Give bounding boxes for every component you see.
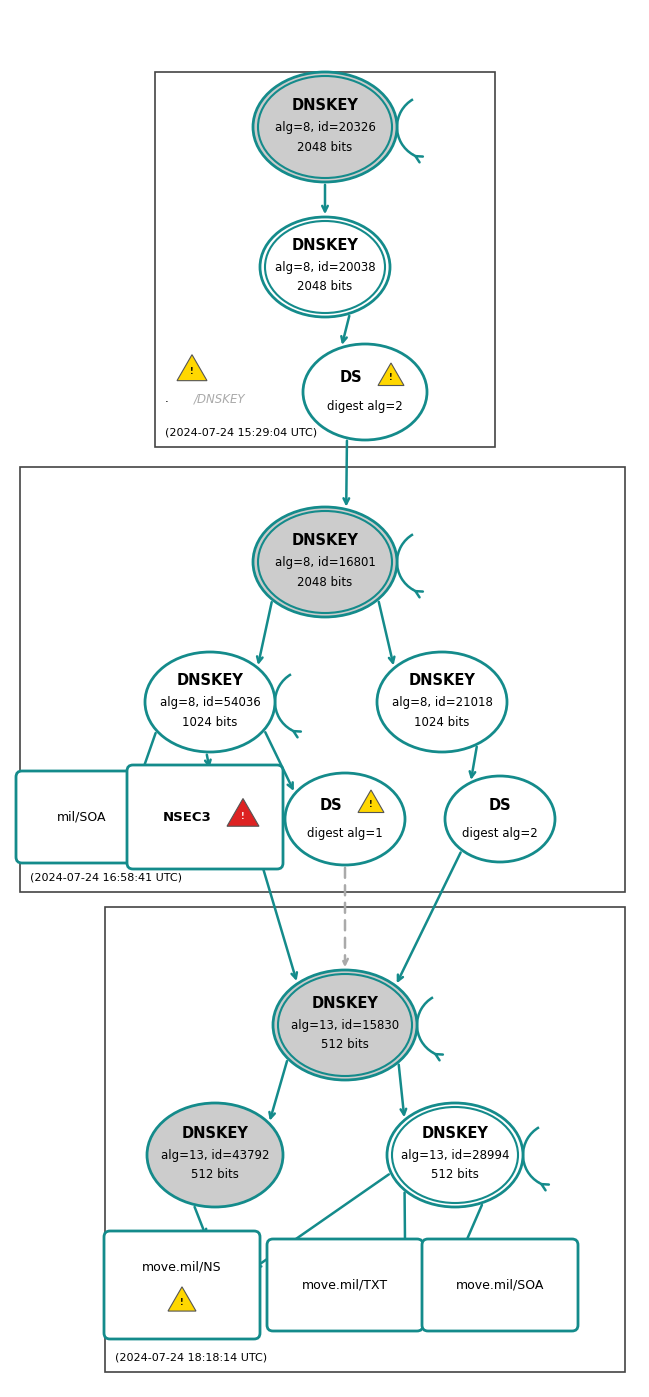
Text: move.mil/NS: move.mil/NS [142,1260,222,1274]
Ellipse shape [377,652,507,752]
Text: DS: DS [339,370,362,386]
Text: .: . [165,393,169,405]
Polygon shape [378,363,404,386]
Text: !: ! [369,800,373,809]
Text: move.mil/TXT: move.mil/TXT [302,1278,388,1291]
Text: DNSKEY: DNSKEY [422,1126,489,1140]
Text: DNSKEY: DNSKEY [177,672,243,687]
Text: (2024-07-24 18:18:14 UTC): (2024-07-24 18:18:14 UTC) [115,1352,267,1362]
Text: !: ! [180,1298,184,1308]
Text: digest alg=2: digest alg=2 [327,400,403,412]
Text: mil: mil [30,837,48,849]
FancyBboxPatch shape [104,1231,260,1338]
Text: alg=13, id=43792: alg=13, id=43792 [161,1148,269,1161]
Text: 1024 bits: 1024 bits [414,715,470,728]
Text: alg=8, id=20326: alg=8, id=20326 [275,120,375,134]
Text: move.mil: move.mil [115,1317,170,1330]
Ellipse shape [253,507,397,617]
FancyBboxPatch shape [16,771,148,863]
Text: 2048 bits: 2048 bits [297,576,352,588]
Text: DNSKEY: DNSKEY [312,996,378,1010]
Ellipse shape [260,217,390,317]
FancyBboxPatch shape [20,467,625,893]
FancyBboxPatch shape [155,73,495,447]
Text: /DNSKEY: /DNSKEY [194,393,246,405]
Text: alg=8, id=21018: alg=8, id=21018 [391,696,493,708]
FancyBboxPatch shape [267,1239,423,1331]
Text: alg=13, id=28994: alg=13, id=28994 [400,1148,509,1161]
Text: 1024 bits: 1024 bits [182,715,238,728]
Polygon shape [227,799,259,826]
Ellipse shape [303,344,427,440]
Text: DNSKEY: DNSKEY [409,672,476,687]
Text: alg=8, id=54036: alg=8, id=54036 [160,696,260,708]
Text: 2048 bits: 2048 bits [297,141,352,154]
Text: !: ! [241,812,245,821]
Text: mil/SOA: mil/SOA [57,810,106,823]
Text: 512 bits: 512 bits [191,1168,239,1182]
Text: digest alg=2: digest alg=2 [462,827,538,840]
Polygon shape [358,789,384,813]
FancyBboxPatch shape [422,1239,578,1331]
Polygon shape [177,355,207,380]
Text: DS: DS [320,798,342,813]
Ellipse shape [273,970,417,1080]
Text: 512 bits: 512 bits [321,1038,369,1052]
Text: (2024-07-24 15:29:04 UTC): (2024-07-24 15:29:04 UTC) [165,427,317,437]
Polygon shape [168,1287,196,1310]
Text: alg=13, id=15830: alg=13, id=15830 [291,1018,399,1031]
Text: DNSKEY: DNSKEY [291,237,358,253]
Ellipse shape [145,652,275,752]
Text: DNSKEY: DNSKEY [291,532,358,548]
Text: move.mil/SOA: move.mil/SOA [456,1278,545,1291]
Text: !: ! [389,373,393,383]
Text: 2048 bits: 2048 bits [297,281,352,293]
Text: digest alg=1: digest alg=1 [307,827,383,840]
Text: DNSKEY: DNSKEY [291,98,358,113]
Text: 512 bits: 512 bits [431,1168,479,1182]
Text: NSEC3: NSEC3 [163,810,212,823]
Text: (2024-07-24 16:58:41 UTC): (2024-07-24 16:58:41 UTC) [30,872,182,882]
Text: alg=8, id=16801: alg=8, id=16801 [275,556,375,569]
Ellipse shape [387,1104,523,1207]
FancyBboxPatch shape [105,907,625,1372]
Text: alg=8, id=20038: alg=8, id=20038 [275,260,375,274]
Text: !: ! [190,367,194,376]
Ellipse shape [445,775,555,862]
Ellipse shape [253,73,397,182]
Ellipse shape [147,1104,283,1207]
Text: DNSKEY: DNSKEY [182,1126,249,1140]
Ellipse shape [285,773,405,865]
Text: DS: DS [489,798,511,813]
FancyBboxPatch shape [127,766,283,869]
